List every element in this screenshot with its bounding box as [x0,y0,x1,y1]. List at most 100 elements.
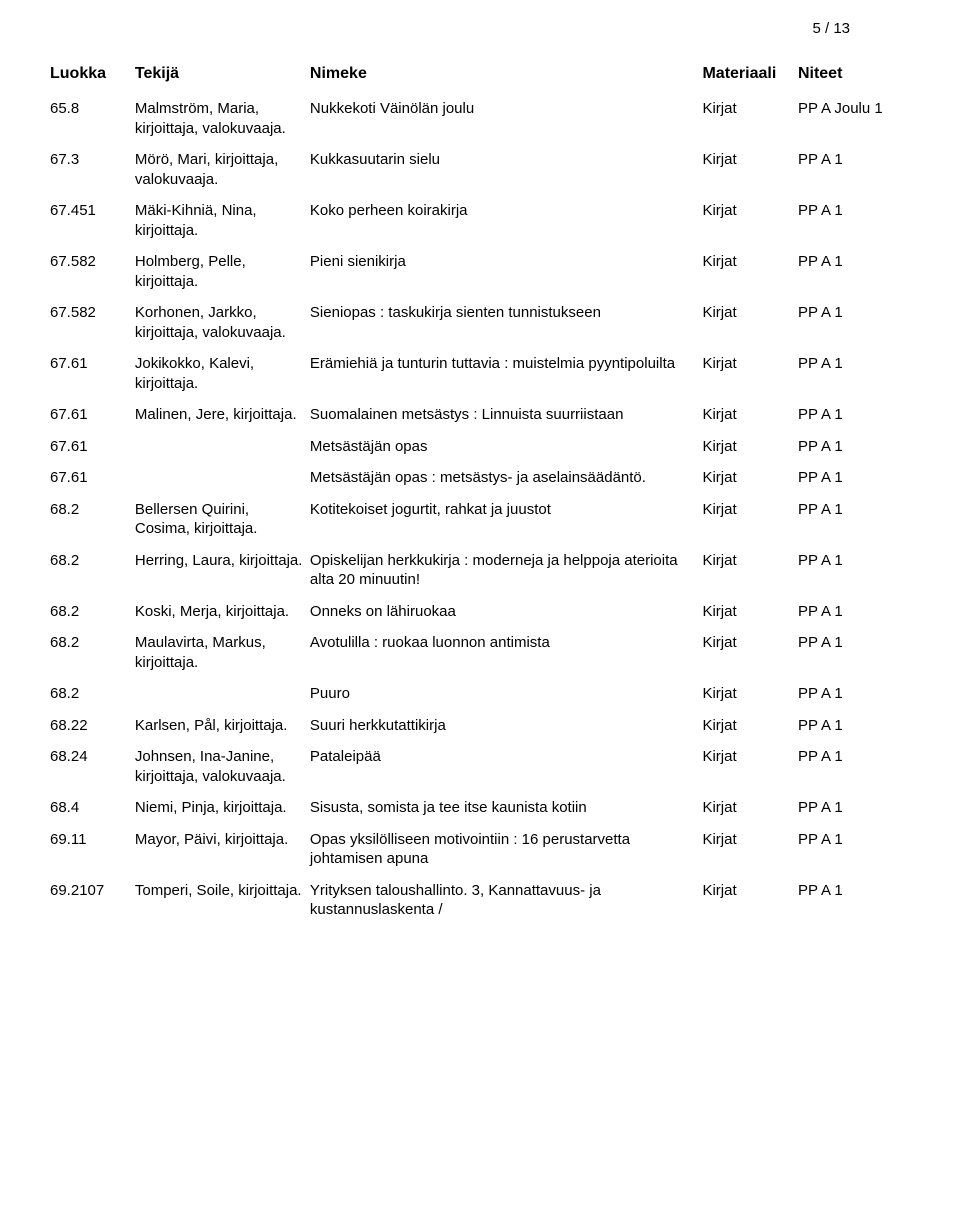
cell-tekija [135,431,310,463]
cell-niteet: PP A 1 [798,348,920,399]
cell-niteet: PP A 1 [798,627,920,678]
table-row: 68.4Niemi, Pinja, kirjoittaja.Sisusta, s… [50,792,920,824]
cell-luokka: 65.8 [50,93,135,144]
cell-niteet: PP A 1 [798,824,920,875]
cell-nimeke: Pataleipää [310,741,703,792]
cell-niteet: PP A 1 [798,431,920,463]
cell-materiaali: Kirjat [702,195,797,246]
cell-tekija: Jokikokko, Kalevi, kirjoittaja. [135,348,310,399]
cell-nimeke: Sieniopas : taskukirja sienten tunnistuk… [310,297,703,348]
cell-nimeke: Yrityksen taloushallinto. 3, Kannattavuu… [310,875,703,926]
table-row: 67.61Malinen, Jere, kirjoittaja.Suomalai… [50,399,920,431]
cell-nimeke: Puuro [310,678,703,710]
cell-materiaali: Kirjat [702,792,797,824]
header-materiaali: Materiaali [702,61,797,93]
cell-tekija: Niemi, Pinja, kirjoittaja. [135,792,310,824]
table-row: 67.61Metsästäjän opas : metsästys- ja as… [50,462,920,494]
cell-luokka: 68.2 [50,494,135,545]
cell-tekija: Koski, Merja, kirjoittaja. [135,596,310,628]
cell-tekija: Holmberg, Pelle, kirjoittaja. [135,246,310,297]
cell-nimeke: Opas yksilölliseen motivointiin : 16 per… [310,824,703,875]
cell-nimeke: Suuri herkkutattikirja [310,710,703,742]
cell-tekija: Herring, Laura, kirjoittaja. [135,545,310,596]
cell-tekija: Karlsen, Pål, kirjoittaja. [135,710,310,742]
cell-materiaali: Kirjat [702,741,797,792]
cell-tekija: Bellersen Quirini, Cosima, kirjoittaja. [135,494,310,545]
table-row: 67.61 Metsästäjän opasKirjatPP A 1 [50,431,920,463]
cell-luokka: 68.22 [50,710,135,742]
header-tekija: Tekijä [135,61,310,93]
cell-materiaali: Kirjat [702,678,797,710]
data-table: Luokka Tekijä Nimeke Materiaali Niteet 6… [50,61,920,926]
cell-luokka: 67.61 [50,462,135,494]
cell-niteet: PP A 1 [798,710,920,742]
cell-tekija: Mörö, Mari, kirjoittaja, valokuvaaja. [135,144,310,195]
cell-niteet: PP A 1 [798,462,920,494]
cell-niteet: PP A 1 [798,545,920,596]
cell-luokka: 68.2 [50,545,135,596]
cell-niteet: PP A 1 [798,678,920,710]
cell-niteet: PP A 1 [798,144,920,195]
cell-tekija [135,678,310,710]
cell-materiaali: Kirjat [702,431,797,463]
cell-materiaali: Kirjat [702,824,797,875]
cell-materiaali: Kirjat [702,545,797,596]
table-row: 67.582Korhonen, Jarkko, kirjoittaja, val… [50,297,920,348]
cell-luokka: 67.3 [50,144,135,195]
cell-nimeke: Metsästäjän opas [310,431,703,463]
page-container: 5 / 13 Luokka Tekijä Nimeke Materiaali N… [0,0,960,966]
cell-nimeke: Onneks on lähiruokaa [310,596,703,628]
cell-tekija: Malmström, Maria, kirjoittaja, valokuvaa… [135,93,310,144]
cell-luokka: 68.4 [50,792,135,824]
cell-tekija: Mäki-Kihniä, Nina, kirjoittaja. [135,195,310,246]
table-row: 68.2Maulavirta, Markus, kirjoittaja.Avot… [50,627,920,678]
table-row: 68.2Herring, Laura, kirjoittaja.Opiskeli… [50,545,920,596]
cell-materiaali: Kirjat [702,399,797,431]
cell-niteet: PP A 1 [798,741,920,792]
cell-nimeke: Nukkekoti Väinölän joulu [310,93,703,144]
cell-tekija: Mayor, Päivi, kirjoittaja. [135,824,310,875]
cell-luokka: 67.582 [50,297,135,348]
cell-luokka: 68.2 [50,678,135,710]
cell-tekija: Malinen, Jere, kirjoittaja. [135,399,310,431]
cell-materiaali: Kirjat [702,875,797,926]
cell-luokka: 67.582 [50,246,135,297]
cell-materiaali: Kirjat [702,246,797,297]
table-row: 67.451Mäki-Kihniä, Nina, kirjoittaja.Kok… [50,195,920,246]
cell-luokka: 67.61 [50,348,135,399]
cell-luokka: 68.24 [50,741,135,792]
table-row: 68.22Karlsen, Pål, kirjoittaja.Suuri her… [50,710,920,742]
cell-luokka: 67.61 [50,431,135,463]
cell-nimeke: Sisusta, somista ja tee itse kaunista ko… [310,792,703,824]
cell-luokka: 67.61 [50,399,135,431]
cell-nimeke: Kukkasuutarin sielu [310,144,703,195]
cell-tekija [135,462,310,494]
cell-materiaali: Kirjat [702,93,797,144]
table-row: 67.582Holmberg, Pelle, kirjoittaja.Pieni… [50,246,920,297]
cell-luokka: 69.11 [50,824,135,875]
cell-materiaali: Kirjat [702,627,797,678]
cell-nimeke: Koko perheen koirakirja [310,195,703,246]
table-row: 68.2 PuuroKirjatPP A 1 [50,678,920,710]
cell-materiaali: Kirjat [702,596,797,628]
cell-materiaali: Kirjat [702,494,797,545]
cell-nimeke: Pieni sienikirja [310,246,703,297]
table-body: 65.8Malmström, Maria, kirjoittaja, valok… [50,93,920,926]
table-row: 67.3Mörö, Mari, kirjoittaja, valokuvaaja… [50,144,920,195]
cell-niteet: PP A 1 [798,195,920,246]
cell-nimeke: Erämiehiä ja tunturin tuttavia : muistel… [310,348,703,399]
cell-niteet: PP A 1 [798,494,920,545]
cell-luokka: 67.451 [50,195,135,246]
cell-materiaali: Kirjat [702,144,797,195]
table-row: 68.2Bellersen Quirini, Cosima, kirjoitta… [50,494,920,545]
table-row: 69.11Mayor, Päivi, kirjoittaja.Opas yksi… [50,824,920,875]
cell-niteet: PP A 1 [798,246,920,297]
cell-niteet: PP A Joulu 1 [798,93,920,144]
page-number: 5 / 13 [50,20,920,37]
cell-nimeke: Avotulilla : ruokaa luonnon antimista [310,627,703,678]
cell-materiaali: Kirjat [702,297,797,348]
cell-luokka: 69.2107 [50,875,135,926]
cell-luokka: 68.2 [50,627,135,678]
cell-tekija: Korhonen, Jarkko, kirjoittaja, valokuvaa… [135,297,310,348]
cell-nimeke: Kotitekoiset jogurtit, rahkat ja juustot [310,494,703,545]
